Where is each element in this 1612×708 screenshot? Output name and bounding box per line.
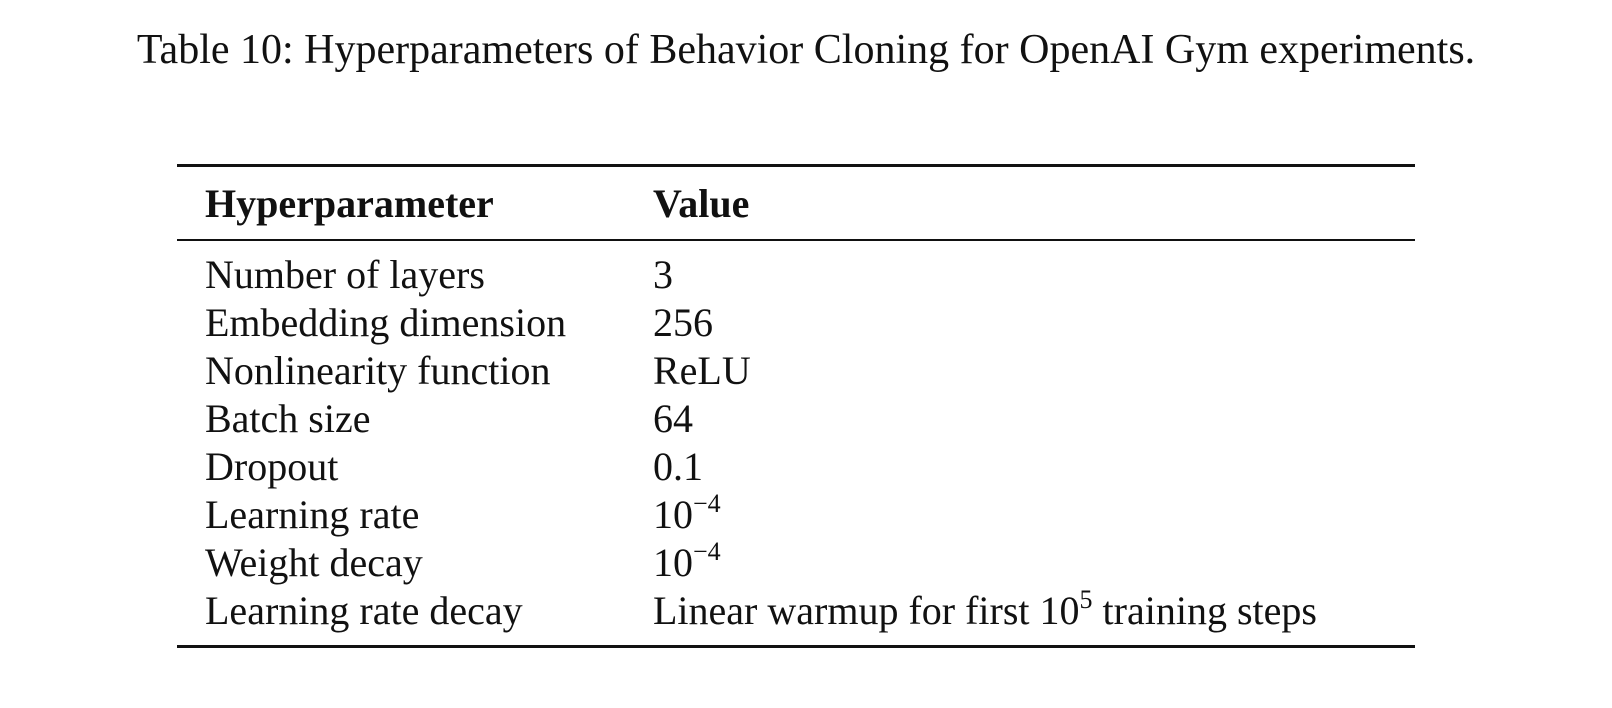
value-exponent: −4: [693, 537, 721, 566]
value-cell: 10−4: [625, 491, 1415, 539]
param-cell: Embedding dimension: [205, 300, 567, 345]
table-row: Learning rate 10−4: [177, 491, 1415, 539]
param-cell: Learning rate: [205, 492, 420, 537]
table-row: Number of layers 3: [177, 240, 1415, 299]
table-row: Embedding dimension 256: [177, 299, 1415, 347]
param-cell: Number of layers: [205, 252, 485, 297]
table-row: Dropout 0.1: [177, 443, 1415, 491]
table-header-row: Hyperparameter Value: [177, 165, 1415, 240]
table-caption: Table 10: Hyperparameters of Behavior Cl…: [136, 27, 1476, 73]
value-exponent: 5: [1079, 585, 1093, 614]
param-cell: Nonlinearity function: [205, 348, 551, 393]
value-cell: 256: [653, 300, 713, 345]
value-cell: ReLU: [653, 348, 751, 393]
value-base: 10: [653, 540, 693, 585]
value-cell: 10−4: [625, 539, 1415, 587]
table-row: Learning rate decay Linear warmup for fi…: [177, 587, 1415, 647]
table-row: Nonlinearity function ReLU: [177, 347, 1415, 395]
param-cell: Weight decay: [205, 540, 423, 585]
value-cell: 0.1: [653, 444, 703, 489]
value-exponent: −4: [693, 489, 721, 518]
param-cell: Learning rate decay: [205, 588, 523, 633]
column-header-hyperparameter: Hyperparameter: [205, 180, 494, 226]
value-base: 10: [653, 492, 693, 537]
value-prefix: Linear warmup for first 10: [653, 588, 1080, 633]
value-cell: Linear warmup for first 105 training ste…: [625, 587, 1415, 647]
param-cell: Dropout: [205, 444, 339, 489]
column-header-value: Value: [653, 180, 750, 226]
param-cell: Batch size: [205, 396, 371, 441]
value-cell: 64: [653, 396, 693, 441]
value-cell: 3: [653, 252, 673, 297]
table-row: Batch size 64: [177, 395, 1415, 443]
value-suffix: training steps: [1092, 588, 1317, 633]
table-row: Weight decay 10−4: [177, 539, 1415, 587]
hyperparameter-table: Hyperparameter Value Number of layers 3 …: [177, 164, 1415, 648]
